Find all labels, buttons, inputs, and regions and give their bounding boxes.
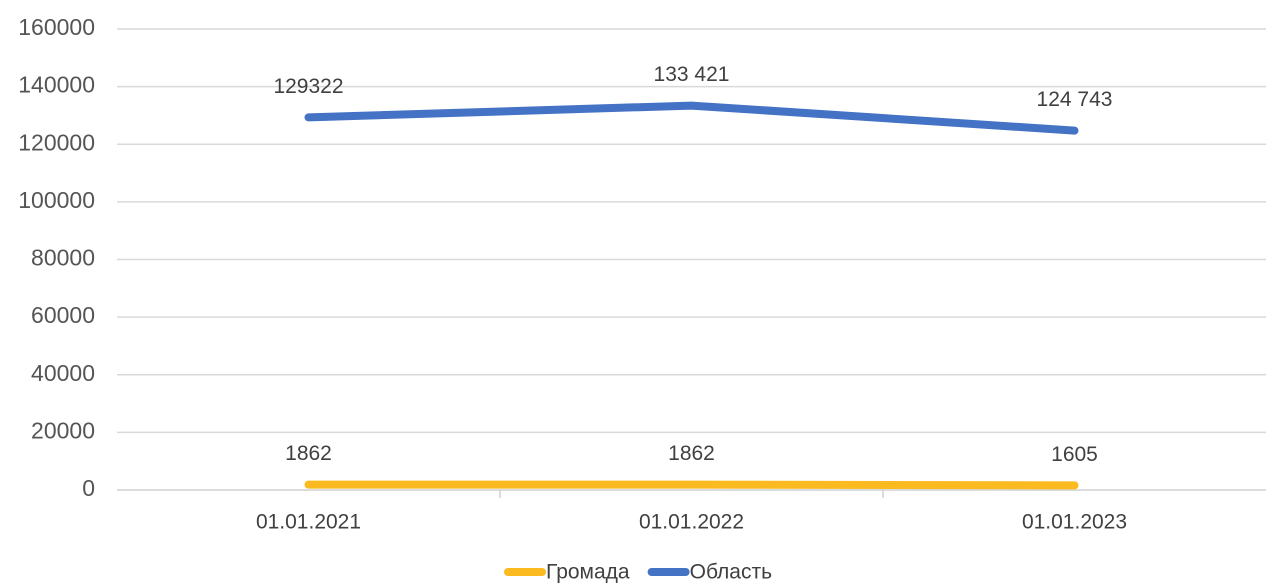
data-label: 1862 <box>285 442 332 465</box>
y-tick-label: 20000 <box>31 417 95 443</box>
y-tick-label: 40000 <box>31 360 95 386</box>
data-label: 129322 <box>273 75 343 98</box>
y-tick-label: 80000 <box>31 245 95 271</box>
y-tick-label: 140000 <box>18 72 95 98</box>
x-tick-label: 01.01.2023 <box>1022 511 1127 534</box>
data-label: 1605 <box>1051 443 1098 466</box>
x-tick-label: 01.01.2022 <box>639 511 744 534</box>
legend-label: Область <box>690 561 772 583</box>
y-tick-label: 0 <box>82 475 95 501</box>
x-tick-label: 01.01.2021 <box>256 511 361 534</box>
data-label: 1862 <box>668 442 715 465</box>
data-label: 124 743 <box>1037 88 1113 111</box>
series-line <box>304 480 1079 490</box>
legend-label: Громада <box>546 561 630 583</box>
y-tick-label: 120000 <box>18 129 95 155</box>
y-tick-label: 60000 <box>31 302 95 328</box>
y-tick-label: 160000 <box>18 14 95 40</box>
y-tick-label: 100000 <box>18 187 95 213</box>
series-line <box>304 101 1079 135</box>
data-label: 133 421 <box>654 63 730 86</box>
